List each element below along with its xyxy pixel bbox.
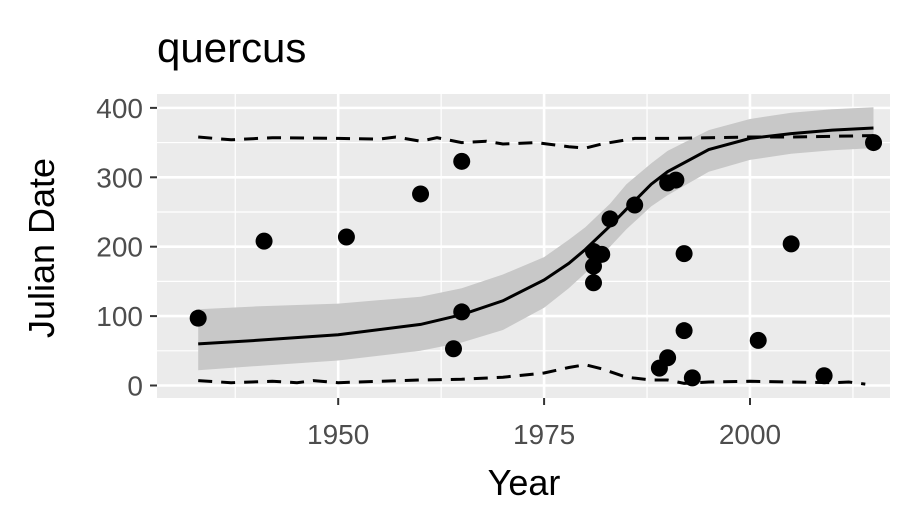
data-point bbox=[667, 171, 685, 189]
major-gridlines bbox=[157, 94, 890, 398]
y-axis-title: Julian Date bbox=[21, 158, 62, 338]
data-point bbox=[337, 228, 355, 246]
lower-dashed-line bbox=[198, 363, 866, 386]
data-point bbox=[593, 245, 611, 263]
x-tick-label: 1975 bbox=[513, 419, 575, 450]
data-point bbox=[782, 235, 800, 253]
fit-line bbox=[198, 126, 874, 346]
x-tick-label: 2000 bbox=[719, 419, 781, 450]
data-point bbox=[412, 185, 430, 203]
y-tick-label: 0 bbox=[127, 371, 143, 402]
data-point bbox=[453, 152, 471, 170]
upper-dashed-line bbox=[198, 134, 874, 150]
data-point bbox=[585, 274, 603, 292]
data-point bbox=[815, 367, 833, 385]
data-point bbox=[626, 196, 644, 214]
data-point bbox=[453, 303, 471, 321]
data-point bbox=[675, 322, 693, 340]
data-point bbox=[444, 340, 462, 358]
y-tick-label: 200 bbox=[96, 232, 143, 263]
data-point bbox=[585, 257, 603, 275]
data-point bbox=[675, 245, 693, 263]
data-point bbox=[865, 134, 883, 152]
data-point bbox=[749, 331, 767, 349]
chart-title: quercus bbox=[157, 24, 306, 71]
x-tick-label: 1950 bbox=[307, 419, 369, 450]
confidence-ribbon bbox=[198, 107, 874, 371]
series-layer bbox=[189, 107, 883, 387]
data-point bbox=[189, 309, 207, 327]
x-axis-title: Year bbox=[488, 462, 561, 503]
axis-ticks: 1950 1975 2000 0 100 200 300 400 bbox=[96, 93, 781, 450]
y-tick-label: 300 bbox=[96, 162, 143, 193]
y-tick-label: 400 bbox=[96, 93, 143, 124]
y-tick-label: 100 bbox=[96, 301, 143, 332]
data-point bbox=[683, 369, 701, 387]
data-point bbox=[255, 232, 273, 250]
data-point bbox=[601, 210, 619, 228]
data-point bbox=[659, 349, 677, 367]
